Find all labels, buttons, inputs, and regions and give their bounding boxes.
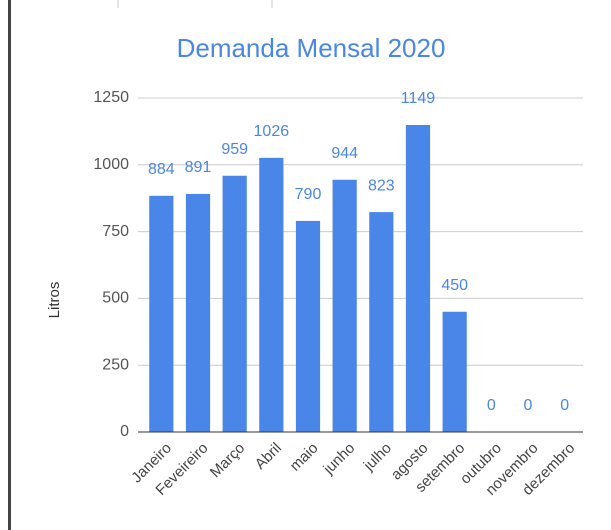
y-tick-label: 1000: [93, 156, 129, 173]
data-label: 0: [487, 397, 496, 414]
bar: [222, 175, 247, 433]
bar: [369, 212, 394, 432]
data-label: 1149: [401, 90, 436, 107]
data-label: 0: [560, 397, 569, 414]
data-label: 891: [185, 159, 212, 176]
bar: [295, 220, 321, 432]
bar: [259, 157, 284, 433]
y-tick-label: 750: [102, 223, 129, 240]
bar: [185, 193, 211, 432]
data-label: 823: [368, 177, 395, 194]
chart-title: Demanda Mensal 2020: [177, 33, 446, 63]
data-label: 1026: [254, 123, 290, 140]
bar: [405, 124, 431, 433]
data-label: 450: [441, 277, 468, 294]
data-label: 959: [221, 141, 248, 158]
y-tick-label: 1250: [93, 89, 129, 106]
data-label: 0: [524, 397, 533, 414]
data-label: 944: [331, 145, 358, 162]
y-tick-label: 0: [120, 423, 129, 440]
data-label: 884: [148, 161, 175, 178]
y-tick-label: 500: [102, 290, 129, 307]
bar: [149, 195, 174, 432]
bar: [332, 179, 357, 432]
y-axis-label: Litros: [46, 282, 63, 319]
bar: [442, 311, 467, 432]
data-label: 790: [295, 186, 322, 203]
cell-border: [8, 0, 11, 530]
y-tick-label: 250: [102, 356, 129, 373]
